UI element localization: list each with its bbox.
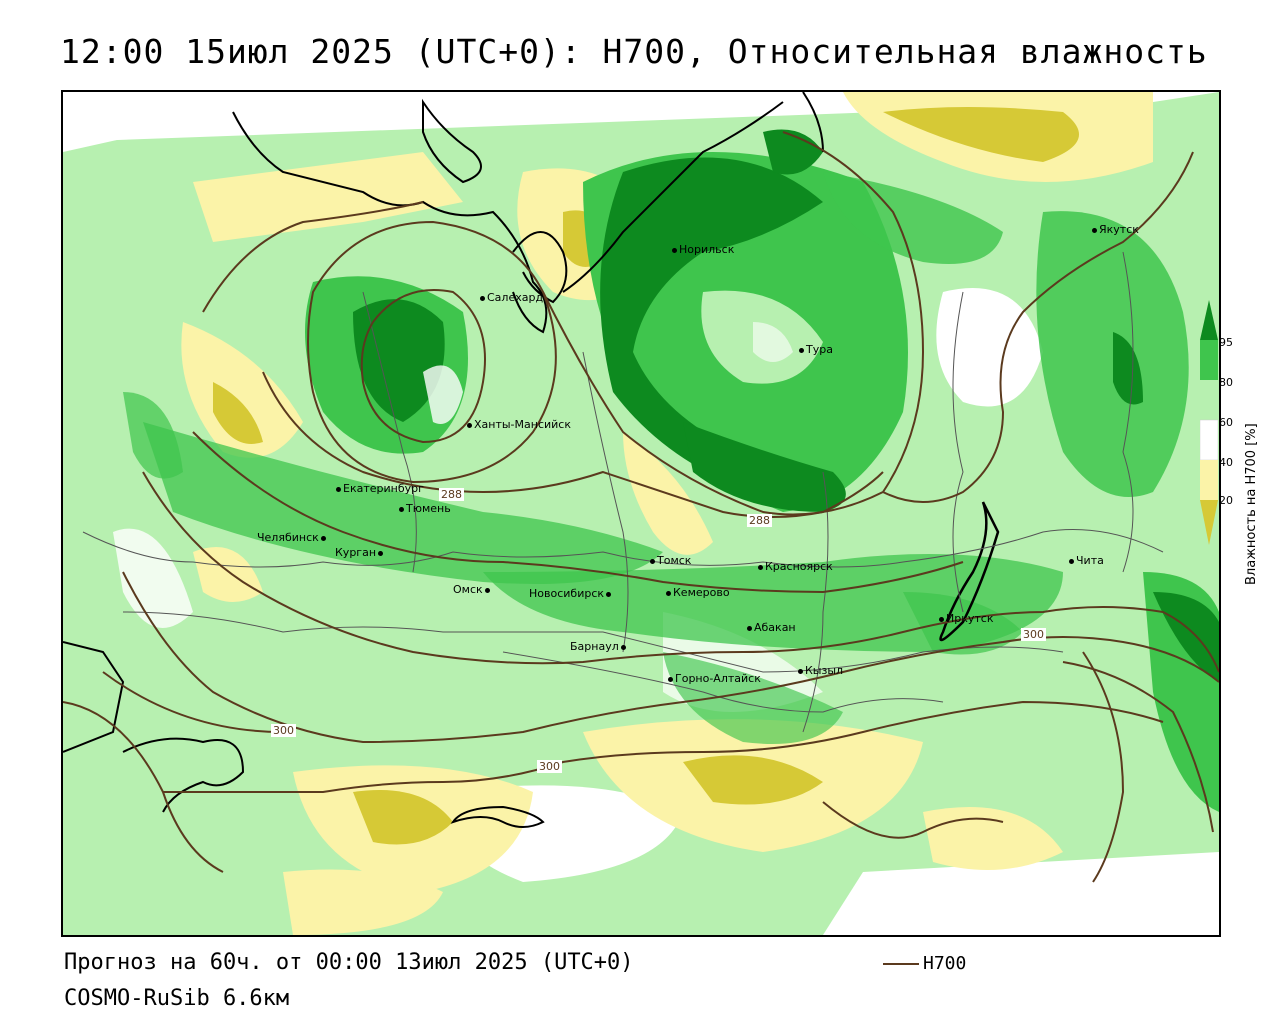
city-marker (399, 506, 404, 512)
model-name: COSMO-RuSib 6.6км (64, 986, 290, 1011)
colorbar-tick-80: 80 (1219, 376, 1233, 389)
city-label: Норильск (679, 243, 735, 256)
map-canvas (63, 92, 1219, 935)
city-label: Новосибирск (529, 587, 605, 600)
city-label: Горно-Алтайск (675, 672, 761, 685)
city-label: Салехард (487, 291, 544, 304)
map-title: 12:00 15июл 2025 (UTC+0): H700, Относите… (60, 32, 1208, 71)
city-yekaterinburg: Екатеринбург (336, 482, 424, 495)
city-tomsk: Томск (650, 554, 691, 567)
city-khanty-mansiysk: Ханты-Мансийск (467, 418, 571, 431)
city-marker (378, 550, 384, 556)
contour-label-288-left: 288 (439, 488, 464, 501)
city-novosibirsk: Новосибирск (529, 587, 613, 600)
city-yakutsk: Якутск (1092, 223, 1139, 236)
city-marker (1092, 227, 1097, 233)
city-label: Якутск (1099, 223, 1139, 236)
city-label: Барнаул (570, 640, 619, 653)
city-kurgan: Курган (335, 546, 385, 559)
city-marker (799, 347, 804, 353)
city-marker (480, 295, 485, 301)
city-label: Томск (657, 554, 692, 567)
contour-label-300-left: 300 (271, 724, 296, 737)
humidity-map: 288 288 300 300 300 Якутск Норильск Сале… (61, 90, 1221, 937)
city-label: Тюмень (406, 502, 451, 515)
city-marker (666, 590, 671, 596)
colorbar-tick-40: 40 (1219, 456, 1233, 469)
city-irkutsk: Иркутск (939, 612, 993, 625)
contour-legend-label: H700 (923, 953, 967, 974)
colorbar-tick-20: 20 (1219, 494, 1233, 507)
city-tura: Тура (799, 343, 833, 356)
city-chelyabinsk: Челябинск (257, 531, 328, 544)
city-kyzyl: Кызыл (798, 664, 843, 677)
city-marker (1069, 558, 1074, 564)
contour-label-288-right: 288 (747, 514, 772, 527)
city-marker (672, 247, 677, 253)
city-kemerovo: Кемерово (666, 586, 730, 599)
city-label: Иркутск (946, 612, 994, 625)
city-omsk: Омск (453, 583, 492, 596)
colorbar-tick-60: 60 (1219, 416, 1233, 429)
city-label: Курган (335, 546, 377, 559)
city-label: Кызыл (805, 664, 844, 677)
city-chita: Чита (1069, 554, 1104, 567)
humidity-colorbar (1200, 300, 1218, 545)
city-norilsk: Норильск (672, 243, 734, 256)
city-label: Екатеринбург (343, 482, 424, 495)
contour-label-300-right: 300 (1021, 628, 1046, 641)
city-salekhard: Салехард (480, 291, 543, 304)
city-marker (336, 486, 341, 492)
city-marker (484, 587, 490, 593)
city-label: Омск (453, 583, 483, 596)
city-marker (620, 644, 626, 650)
city-marker (650, 558, 655, 564)
city-abakan: Абакан (747, 621, 796, 634)
colorbar-tick-95: 95 (1219, 336, 1233, 349)
city-marker (798, 668, 803, 674)
city-marker (606, 591, 612, 597)
city-label: Красноярск (765, 560, 833, 573)
contour-label-300-bottom: 300 (537, 760, 562, 773)
city-label: Абакан (754, 621, 796, 634)
forecast-info: Прогноз на 60ч. от 00:00 13июл 2025 (UTC… (64, 950, 634, 975)
city-marker (320, 535, 326, 541)
city-label: Ханты-Мансийск (474, 418, 571, 431)
city-marker (668, 676, 673, 682)
contour-legend-line (883, 963, 919, 965)
city-tyumen: Тюмень (399, 502, 451, 515)
colorbar-title: Влажность на H700 [%] (1244, 423, 1259, 585)
city-barnaul: Барнаул (570, 640, 628, 653)
city-label: Кемерово (673, 586, 730, 599)
city-marker (467, 422, 472, 428)
city-gorno-altaysk: Горно-Алтайск (668, 672, 761, 685)
city-label: Челябинск (257, 531, 319, 544)
city-krasnoyarsk: Красноярск (758, 560, 833, 573)
city-marker (939, 616, 944, 622)
city-label: Чита (1076, 554, 1104, 567)
city-marker (758, 564, 763, 570)
city-marker (747, 625, 752, 631)
city-label: Тура (806, 343, 833, 356)
